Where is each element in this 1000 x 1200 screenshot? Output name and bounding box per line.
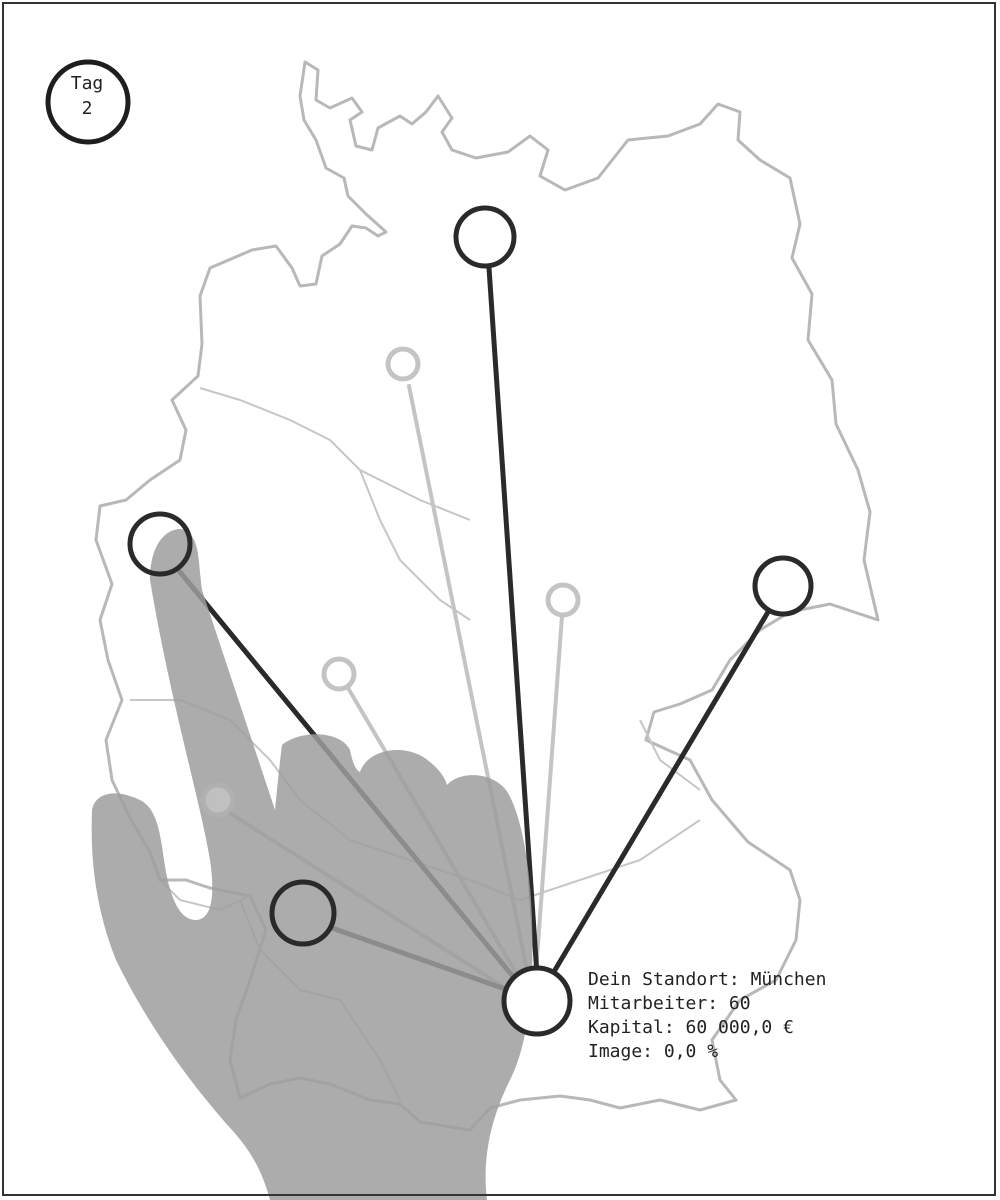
- day-badge: Tag 2: [46, 70, 128, 142]
- hand-icon: [91, 529, 533, 1200]
- day-number: 2: [81, 98, 93, 119]
- employees-label: Mitarbeiter:: [588, 993, 719, 1014]
- location-node-inactive[interactable]: [321, 656, 357, 692]
- location-node-north[interactable]: [453, 205, 517, 269]
- day-label: Tag: [70, 73, 104, 94]
- capital-label: Kapital:: [588, 1017, 675, 1038]
- employees-row: Mitarbeiter: 60: [588, 992, 888, 1016]
- location-info-panel: Dein Standort: München Mitarbeiter: 60 K…: [588, 968, 888, 1064]
- location-node-home[interactable]: [501, 965, 573, 1037]
- route-active-east: [549, 609, 771, 978]
- employees-value: 60: [728, 993, 751, 1014]
- image-value: 0,0 %: [663, 1041, 719, 1062]
- route-inactive-2: [533, 614, 564, 987]
- day-badge-circle: [45, 59, 131, 145]
- capital-row: Kapital: 60 000,0 €: [588, 1016, 888, 1040]
- location-node-inactive[interactable]: [200, 782, 236, 818]
- location-node-southwest[interactable]: [269, 879, 337, 947]
- capital-value: 60 000,0 €: [685, 1017, 794, 1038]
- image-row: Image: 0,0 %: [588, 1040, 888, 1064]
- location-value: München: [750, 969, 827, 990]
- location-node-west[interactable]: [127, 511, 193, 577]
- location-row: Dein Standort: München: [588, 968, 888, 992]
- location-label: Dein Standort:: [588, 969, 740, 990]
- route-active-north: [486, 265, 540, 978]
- location-node-inactive[interactable]: [545, 582, 581, 618]
- location-node-east[interactable]: [752, 555, 814, 617]
- germany-outline: [94, 60, 880, 1132]
- image-label: Image:: [588, 1041, 654, 1062]
- location-node-inactive[interactable]: [385, 346, 421, 382]
